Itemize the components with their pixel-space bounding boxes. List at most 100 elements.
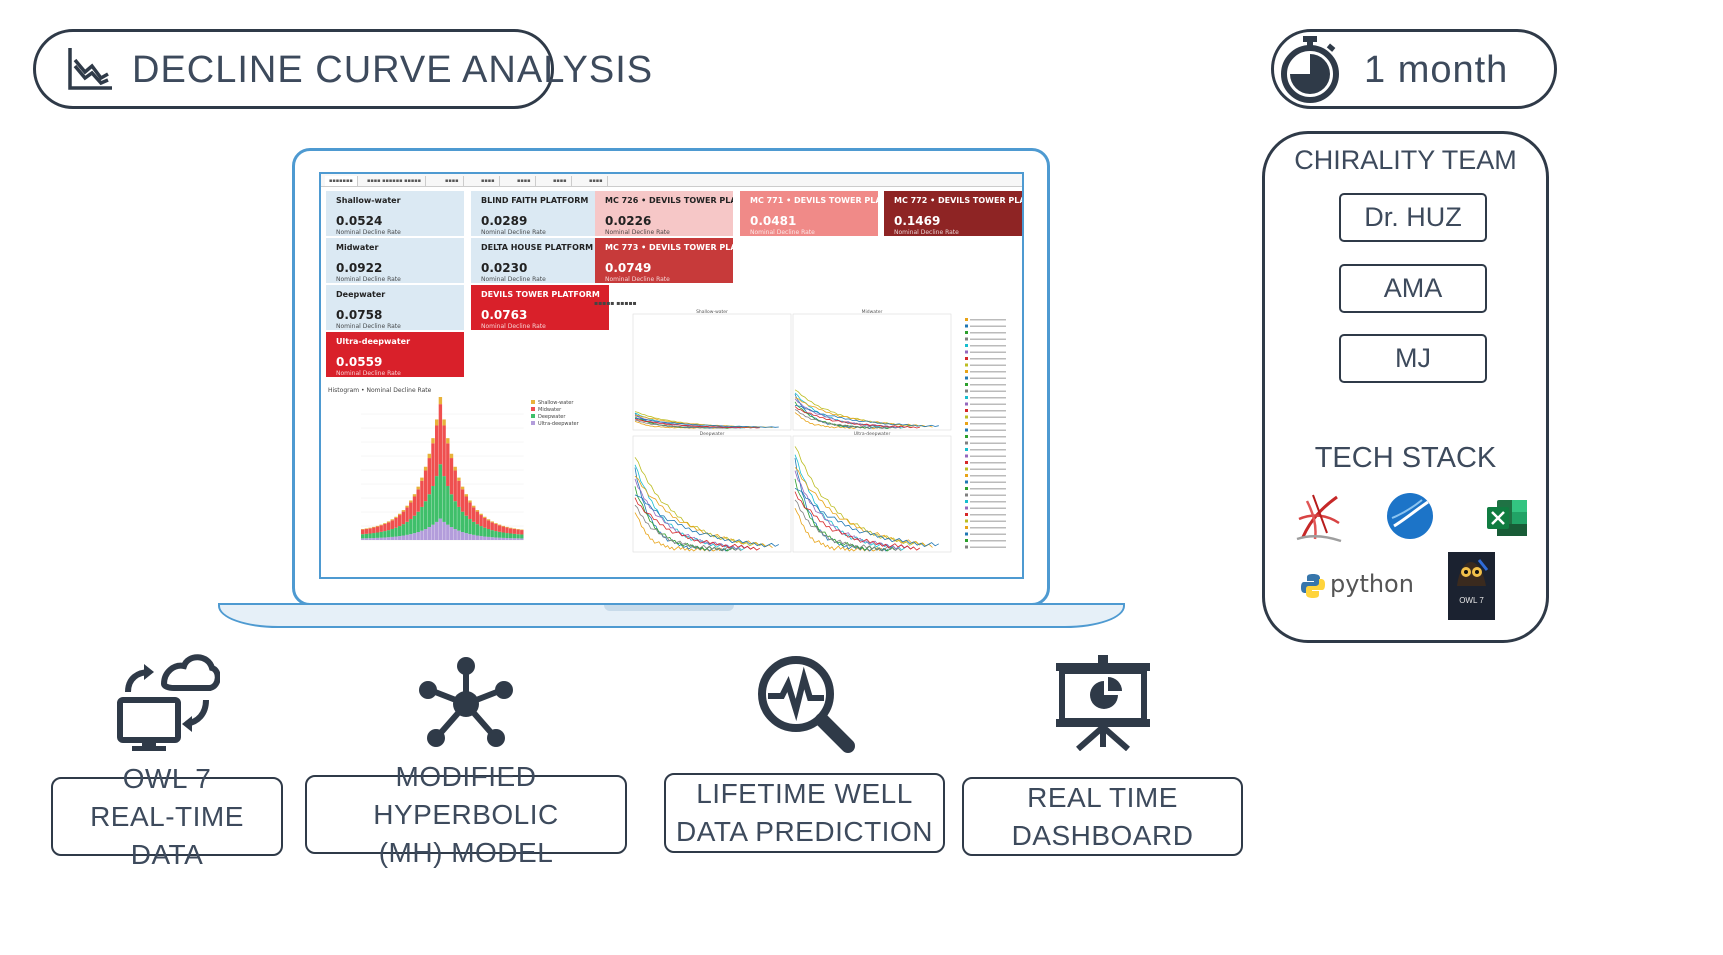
histogram-bar: [383, 524, 387, 532]
legend-label: Deepwater: [538, 414, 566, 420]
legend-entry: [970, 462, 1006, 464]
kpi-subtitle: Nominal Decline Rate: [894, 229, 959, 236]
production-trace: [794, 488, 939, 547]
dashboard-tab[interactable]: ▪▪▪▪: [585, 176, 608, 186]
histogram-bar: [368, 528, 372, 534]
kpi-tile[interactable]: MC 772 • DEVILS TOWER PLATFORM 0.1469Nomi…: [884, 191, 1022, 236]
kpi-title: MC 726 • DEVILS TOWER PLATFORM: [605, 196, 733, 205]
histogram-bar: [516, 538, 520, 540]
kpi-tile[interactable]: BLIND FAITH PLATFORM 0.0289 Nominal Declin…: [471, 191, 609, 236]
kpi-tile[interactable]: Deepwater 0.0758 Nominal Decline Rate: [326, 285, 464, 330]
histogram-bar: [490, 521, 494, 523]
kpi-subtitle: Nominal Decline Rate: [481, 276, 546, 283]
dashboard-tab[interactable]: ▪▪▪▪: [477, 176, 500, 186]
dashboard-tab[interactable]: ▪▪▪▪▪▪▪: [325, 176, 358, 186]
histogram-bar: [501, 525, 505, 527]
feature-line2: (MH) MODEL: [378, 836, 554, 868]
kpi-tile[interactable]: Ultra-deepwater 0.0559 Nominal Decline Rat…: [326, 332, 464, 377]
legend-entry: [970, 423, 1006, 425]
legend-swatch: [965, 389, 968, 393]
duration-pill: 1 month: [1271, 29, 1557, 109]
production-trace: [794, 398, 914, 429]
histogram-bar: [375, 525, 380, 527]
kpi-tile[interactable]: Midwater 0.0922 Nominal Decline Rate: [326, 238, 464, 283]
legend-entry: [970, 449, 1006, 451]
dashboard-tab[interactable]: ▪▪▪▪ ▪▪▪▪▪▪ ▪▪▪▪▪: [363, 176, 427, 186]
histogram-bar: [472, 507, 476, 522]
histogram-bar: [512, 533, 517, 539]
histogram-bar: [449, 494, 454, 528]
python-label: python: [1330, 570, 1414, 598]
kpi-title: MC 772 • DEVILS TOWER PLATFORM: [894, 196, 1022, 205]
panel-frame: [792, 313, 952, 431]
legend-swatch: [965, 324, 968, 328]
owl7-label: OWL 7: [1459, 596, 1484, 605]
histogram-bar: [509, 528, 513, 534]
kpi-subtitle: Nominal Decline Rate: [336, 276, 401, 283]
histogram-bar: [497, 531, 502, 538]
histogram-bar: [468, 502, 472, 520]
histogram-bar: [405, 505, 409, 508]
histogram-bar: [453, 466, 457, 471]
kpi-value: 0.0226: [605, 214, 652, 228]
legend-swatch: [965, 448, 968, 451]
histogram-bar: [479, 515, 483, 527]
laptop-base: [218, 603, 1125, 628]
kpi-tile[interactable]: DEVILS TOWER PLATFORM 0.0763 Nominal Decli…: [471, 285, 609, 330]
histogram-bar: [435, 521, 439, 540]
production-trace: [794, 406, 920, 429]
team-member-huz: Dr. HUZ: [1339, 193, 1487, 242]
kpi-value: 0.0758: [336, 308, 383, 322]
legend-swatch: [531, 414, 535, 418]
histogram-bar: [464, 494, 468, 497]
dashboard-tab[interactable]: ▪▪▪▪: [549, 176, 572, 186]
legend-swatch: [965, 500, 968, 503]
histogram-bar: [405, 534, 409, 540]
kpi-value: 0.0524: [336, 214, 383, 228]
histogram-bar: [490, 537, 494, 540]
dashboard-tab[interactable]: ▪▪▪▪: [441, 176, 464, 186]
legend-entry: [970, 410, 1006, 412]
histogram-bar: [398, 515, 402, 527]
legend-swatch: [965, 409, 968, 412]
legend-swatch: [965, 370, 968, 373]
legend-swatch: [965, 545, 968, 549]
kpi-tile[interactable]: Shallow-water 0.0524 Nominal Decline Rate: [326, 191, 464, 236]
kpi-tile[interactable]: DELTA HOUSE PLATFORM 0.0230 Nominal Declin…: [471, 238, 609, 283]
histogram-bar: [416, 489, 420, 512]
feature-line2: REAL-TIME DATA: [90, 800, 244, 870]
dashboard-tab-strip: ▪▪▪▪▪▪▪ ▪▪▪▪ ▪▪▪▪▪▪ ▪▪▪▪▪ ▪▪▪▪ ▪▪▪▪ ▪▪▪▪…: [321, 174, 1022, 187]
histogram-bar: [390, 520, 394, 530]
kpi-value: 0.0763: [481, 308, 528, 322]
histogram-bar: [457, 530, 461, 540]
histogram-bar: [405, 507, 409, 522]
production-trace: [634, 497, 761, 551]
histogram-bar: [475, 535, 480, 540]
histogram-bar: [394, 536, 398, 540]
kpi-tile[interactable]: MC 773 • DEVILS TOWER PLATFORM 0.0749Nomi…: [595, 238, 733, 283]
kpi-subtitle: Nominal Decline Rate: [336, 323, 401, 330]
histogram-bar: [372, 538, 376, 540]
kpi-tile[interactable]: MC 726 • DEVILS TOWER PLATFORM 0.0226Nomi…: [595, 191, 733, 236]
production-trace: [634, 504, 742, 552]
kpi-tile[interactable]: MC 771 • DEVILS TOWER PLATFORM 0.0481Nomi…: [740, 191, 878, 236]
legend-entry: [970, 338, 1006, 340]
histogram-bar: [449, 453, 454, 459]
histogram-bar: [442, 476, 446, 522]
panel-title: Deepwater: [700, 431, 725, 437]
histogram-bar: [364, 538, 369, 540]
histogram-bar: [368, 527, 372, 529]
histogram-bar: [420, 477, 424, 481]
kpi-subtitle: Nominal Decline Rate: [336, 229, 401, 236]
histogram-bar: [375, 532, 380, 538]
histogram-bar: [442, 521, 446, 540]
kpi-title: Midwater: [336, 243, 379, 252]
histogram-bar: [398, 513, 402, 516]
histogram-bar: [509, 538, 513, 540]
kpi-subtitle: Nominal Decline Rate: [481, 323, 546, 330]
histogram-bar: [379, 531, 383, 538]
legend-entry: [970, 371, 1006, 373]
kpi-title: DELTA HOUSE PLATFORM: [481, 243, 594, 252]
legend-swatch: [531, 400, 535, 404]
dashboard-tab[interactable]: ▪▪▪▪: [513, 176, 536, 186]
